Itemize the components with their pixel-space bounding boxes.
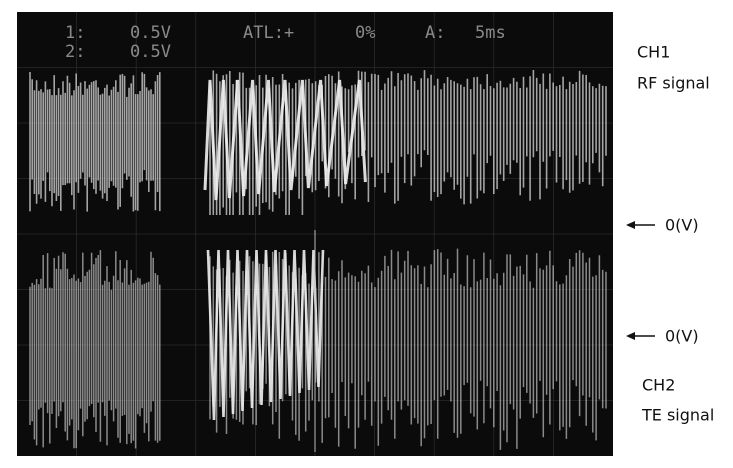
timebase: 5ms — [475, 23, 506, 43]
ch1-scale: 0.5V — [130, 23, 171, 43]
ch1-signal: RF signal — [637, 74, 710, 93]
timebase-label: A: — [425, 23, 445, 43]
oscilloscope-figure: 1: 0.5V 2: 0.5V ATL:+ 0% A: 5ms CH1 RF s… — [0, 0, 733, 468]
ch2-name: CH2 — [642, 376, 675, 395]
ch1-index: 1: — [65, 23, 85, 43]
trigger-level: 0% — [355, 23, 375, 43]
ch1-name: CH1 — [637, 43, 670, 62]
ch2-index: 2: — [65, 42, 85, 62]
ch2-zero: 0(V) — [665, 327, 699, 346]
ch1-zero: 0(V) — [665, 216, 699, 235]
trigger: ATL:+ — [243, 23, 294, 43]
ch2-scale: 0.5V — [130, 42, 171, 62]
ch2-signal: TE signal — [641, 406, 714, 425]
